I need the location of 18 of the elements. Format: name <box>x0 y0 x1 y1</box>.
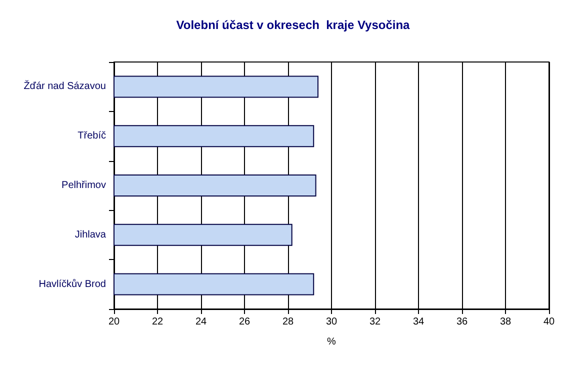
y-tick-label: Třebíč <box>78 130 106 142</box>
x-tick-label: 40 <box>543 316 555 328</box>
x-tick-label: 22 <box>152 316 164 328</box>
y-tick-label: Havlíčkův Brod <box>38 278 106 290</box>
chart-title: Volební účast v okresech kraje Vysočina <box>176 18 410 32</box>
y-tick-label: Žďár nad Sázavou <box>24 80 106 92</box>
x-tick-label: 26 <box>238 316 250 328</box>
x-tick-label: 20 <box>108 316 120 328</box>
x-tick-label: 24 <box>195 316 207 328</box>
x-tick-label: 28 <box>282 316 294 328</box>
y-tick-label: Pelhřimov <box>62 180 106 191</box>
x-axis-title: % <box>327 336 336 348</box>
y-tick-label: Jihlava <box>74 229 106 240</box>
x-tick-label: 36 <box>456 316 468 328</box>
x-tick-label: 34 <box>412 316 424 328</box>
x-tick-label: 30 <box>326 316 338 328</box>
x-tick-label: 32 <box>369 316 381 328</box>
x-tick-label: 38 <box>500 316 512 328</box>
